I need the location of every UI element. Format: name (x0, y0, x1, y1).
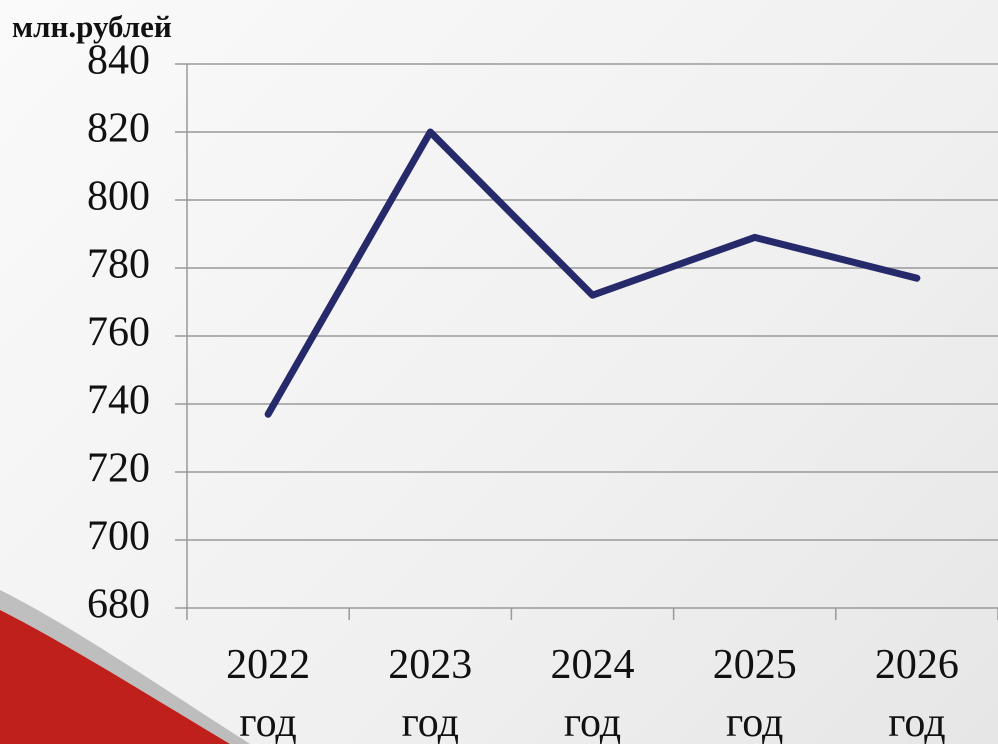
y-tick-label: 740 (87, 378, 150, 424)
x-tick-label: 2025 год (712, 642, 797, 744)
x-tick-label: 2023 год (388, 642, 473, 744)
x-tick-label: 2024 год (550, 642, 635, 744)
y-tick-label: 780 (87, 242, 150, 288)
y-tick-label: 760 (87, 310, 150, 356)
y-tick-label: 700 (87, 514, 150, 560)
decor-swoosh (0, 610, 230, 744)
y-tick-label: 820 (87, 106, 150, 152)
line (264, 128, 921, 418)
y-axis-label: млн.рублей (12, 9, 172, 44)
decor-swoosh-shadow (0, 590, 250, 744)
y-tick-label: 800 (87, 174, 150, 220)
y-tick-label: 680 (87, 582, 150, 628)
x-tick-label: 2022 год (226, 642, 311, 744)
y-tick-label: 840 (87, 38, 150, 84)
y-tick-label: 720 (87, 446, 150, 492)
x-tick-label: 2026 год (874, 642, 959, 744)
